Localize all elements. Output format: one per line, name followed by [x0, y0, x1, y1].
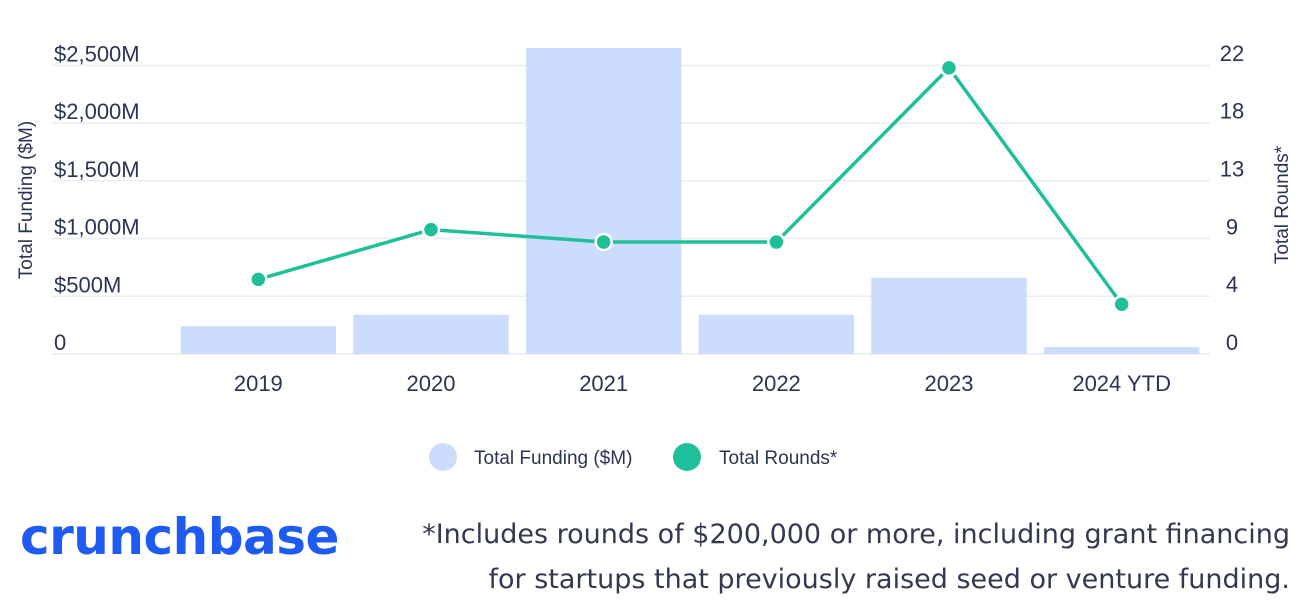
funding-chart: 0 $500M $1,000M $1,500M $2,000M $2,500M 0 4 9 13… — [16, 41, 1293, 471]
right-tick-label: 22 — [1220, 41, 1244, 66]
right-tick-label: 9 — [1226, 214, 1238, 239]
right-tick-label: 18 — [1220, 99, 1244, 124]
legend-rounds-label: Total Rounds* — [719, 448, 838, 469]
rounds-point — [767, 232, 786, 252]
right-axis-ticks: 0 4 9 13 18 22 — [1220, 41, 1244, 355]
funding-bar — [698, 314, 855, 354]
funding-bar — [353, 314, 509, 354]
funding-bar — [525, 48, 682, 354]
left-axis-label: Total Funding ($M) — [16, 121, 37, 279]
x-tick-label: 2023 — [925, 371, 974, 396]
rounds-point — [1112, 294, 1131, 314]
rounds-line — [249, 58, 1131, 314]
right-axis-label: Total Rounds* — [1272, 145, 1293, 264]
x-tick-label: 2022 — [752, 371, 801, 396]
left-tick-label: $1,000M — [54, 215, 140, 240]
x-tick-label: 2024 YTD — [1072, 371, 1171, 396]
funding-bar — [180, 326, 337, 354]
x-tick-label: 2020 — [407, 371, 456, 396]
funding-bar — [871, 277, 1027, 354]
rounds-point — [421, 220, 441, 239]
x-axis-ticks: 2019 2020 2021 2022 2023 2024 YTD — [234, 371, 1171, 396]
legend: Total Funding ($M) Total Rounds* — [429, 443, 838, 471]
left-tick-label: $500M — [54, 272, 121, 297]
footnote: *Includes rounds of $200,000 or more, in… — [390, 512, 1290, 602]
right-tick-label: 4 — [1226, 272, 1238, 297]
rounds-point — [249, 270, 268, 289]
left-axis-ticks: 0 $500M $1,000M $1,500M $2,000M $2,500M — [54, 41, 140, 355]
x-tick-label: 2021 — [579, 371, 628, 396]
rounds-point — [939, 58, 959, 78]
footnote-line-2: for startups that previously raised seed… — [488, 564, 1290, 595]
legend-funding-swatch — [429, 443, 457, 471]
right-tick-label: 13 — [1220, 156, 1244, 181]
right-tick-label: 0 — [1226, 330, 1238, 355]
legend-funding-label: Total Funding ($M) — [474, 448, 632, 469]
funding-bars — [180, 48, 1200, 354]
x-tick-label: 2019 — [234, 371, 283, 396]
left-tick-label: 0 — [54, 330, 66, 355]
rounds-point — [594, 232, 613, 252]
funding-bar — [1043, 347, 1200, 354]
legend-rounds-swatch — [673, 443, 701, 471]
left-tick-label: $1,500M — [54, 157, 140, 182]
crunchbase-logo: crunchbase — [20, 508, 339, 566]
left-tick-label: $2,000M — [54, 99, 140, 124]
rounds-line-path — [257, 66, 1124, 306]
left-tick-label: $2,500M — [54, 41, 140, 66]
footnote-line-1: *Includes rounds of $200,000 or more, in… — [422, 519, 1290, 550]
